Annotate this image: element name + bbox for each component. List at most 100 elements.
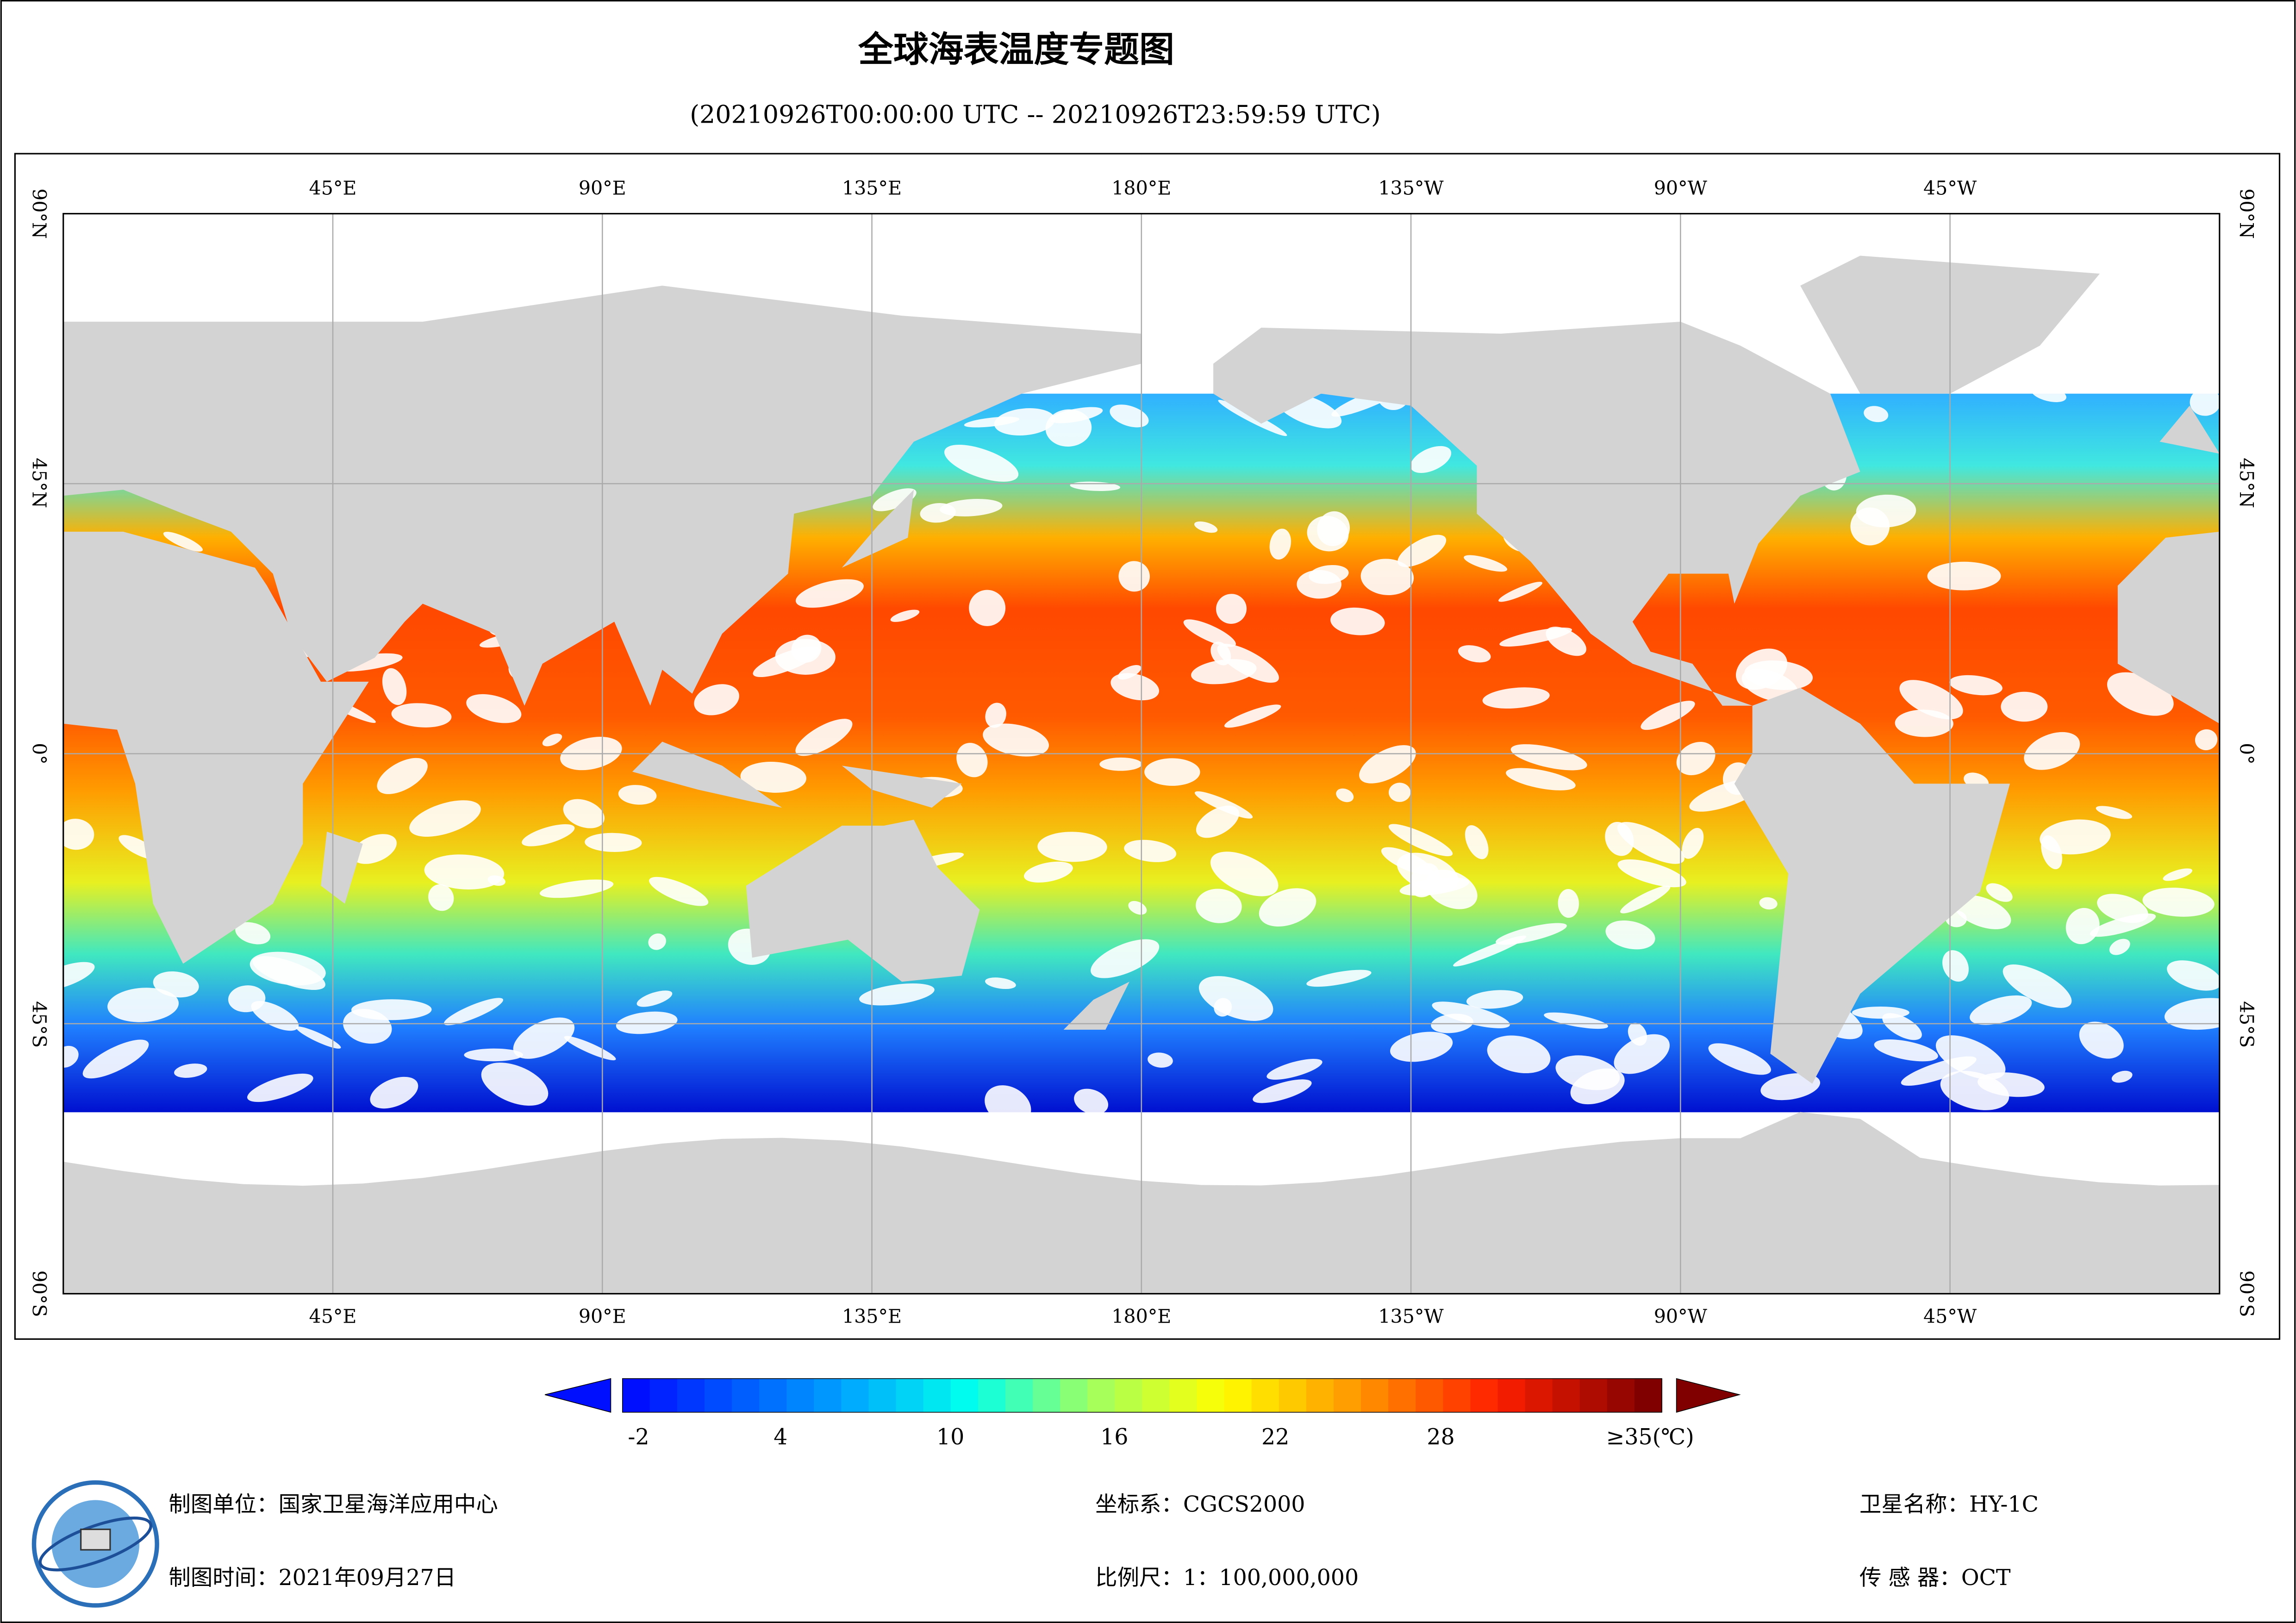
map-body: [63, 213, 2220, 1294]
land: [2117, 531, 2220, 724]
cloud: [2097, 894, 2148, 923]
title: 全球海表温度专题图: [858, 29, 1174, 70]
cloud: [890, 609, 920, 622]
cloud: [983, 723, 1049, 757]
map-frame: [14, 153, 2281, 1340]
cloud: [382, 668, 407, 705]
lat-label-right: 0°: [2235, 743, 2258, 765]
land: [842, 490, 914, 568]
cloud: [985, 703, 1006, 728]
cloud: [2109, 939, 2130, 955]
lat-label-left: 90°N: [28, 188, 50, 239]
cloud: [1901, 1056, 1977, 1086]
cloud: [343, 1009, 392, 1044]
lon-label-bottom: 180°E: [1111, 1306, 1171, 1328]
logo-orbit: [38, 1517, 153, 1572]
cloud: [1198, 976, 1273, 1021]
lon-label-top: 135°W: [1378, 177, 1444, 199]
colorbar-step: [1416, 1378, 1444, 1412]
footer-sensor: 传 感 器：OCT: [1859, 1565, 2011, 1591]
colorbar-step: [1388, 1378, 1416, 1412]
colorbar-step: [1087, 1378, 1116, 1412]
cloud: [1023, 861, 1073, 883]
lat-label-right: 90°S: [2235, 1270, 2258, 1317]
cloud: [964, 417, 1020, 428]
cloud: [174, 1063, 207, 1078]
cloud: [2031, 385, 2066, 402]
cloud: [1850, 507, 1890, 546]
cloud: [618, 785, 657, 805]
cloud: [795, 579, 864, 608]
cloud: [235, 922, 271, 945]
cloud: [1970, 995, 2032, 1025]
cloud: [985, 977, 1016, 989]
cloud: [466, 694, 522, 723]
cloud: [1253, 1079, 1312, 1103]
cloud: [1210, 852, 1279, 896]
colorbar-step: [1169, 1378, 1198, 1412]
lat-label-right: 45°N: [2235, 458, 2258, 508]
cloud: [1466, 990, 1523, 1009]
land: [1213, 322, 1860, 706]
cloud: [1118, 561, 1150, 592]
lon-label-bottom: 90°E: [579, 1306, 626, 1328]
cloud: [443, 998, 504, 1026]
cloud: [1760, 1073, 1821, 1101]
cloud: [1128, 901, 1147, 915]
colorbar-step: [1033, 1378, 1061, 1412]
lat-label-right: 45°S: [2235, 1001, 2258, 1048]
cloud: [994, 408, 1055, 435]
cloud: [616, 1011, 678, 1034]
cloud: [2040, 819, 2111, 855]
cloud: [409, 800, 481, 837]
cloud: [63, 1045, 79, 1068]
lon-label-bottom: 135°E: [842, 1306, 902, 1328]
land: [632, 741, 782, 808]
colorbar-step: [732, 1378, 760, 1412]
lon-label-top: 135°E: [842, 177, 902, 199]
colorbar: -2 4 10 16 22 28 ≥35(℃): [544, 1378, 1741, 1450]
logo-satellite: [80, 1529, 111, 1551]
colorbar-tick-label: 16: [1100, 1424, 1128, 1450]
cloud: [539, 879, 614, 898]
cloud: [391, 703, 452, 728]
cloud: [1091, 939, 1160, 978]
land: [746, 820, 980, 982]
colorbar-high-arrow: [1676, 1378, 1741, 1413]
cloud: [1074, 1088, 1109, 1115]
cloud: [1111, 673, 1160, 701]
cloud: [247, 1073, 313, 1102]
cloud: [1110, 404, 1149, 428]
colorbar-step: [1607, 1378, 1635, 1412]
colorbar-step: [978, 1378, 1006, 1412]
colorbar-step: [950, 1378, 979, 1412]
cloud: [513, 1017, 575, 1059]
cloud: [1620, 885, 1671, 914]
colorbar-step: [704, 1378, 733, 1412]
cloud: [1259, 888, 1316, 927]
colorbar-step: [1361, 1378, 1389, 1412]
cloud: [1510, 744, 1587, 771]
cloud: [1874, 1039, 1938, 1062]
colorbar-step: [1552, 1378, 1580, 1412]
colorbar-step: [896, 1378, 924, 1412]
cloud: [636, 990, 673, 1007]
cloud: [1744, 660, 1813, 690]
cloud: [1307, 516, 1349, 552]
colorbar-step: [1060, 1378, 1088, 1412]
lon-label-top: 45°W: [1923, 177, 1977, 199]
cloud: [2163, 868, 2193, 881]
cloud: [1045, 409, 1092, 447]
cloud: [1555, 1055, 1620, 1090]
footer-scale: 比例尺：1：100,000,000: [1095, 1565, 1359, 1591]
colorbar-step: [1634, 1378, 1662, 1412]
cloud: [1464, 555, 1508, 572]
lat-label-left: 90°S: [28, 1270, 50, 1317]
colorbar-step: [786, 1378, 815, 1412]
cloud: [940, 498, 1003, 516]
cloud: [1852, 1006, 1909, 1019]
cloud: [487, 875, 505, 886]
cloud: [944, 445, 1019, 482]
lon-label-top: 90°E: [579, 177, 626, 199]
cloud: [252, 956, 325, 990]
